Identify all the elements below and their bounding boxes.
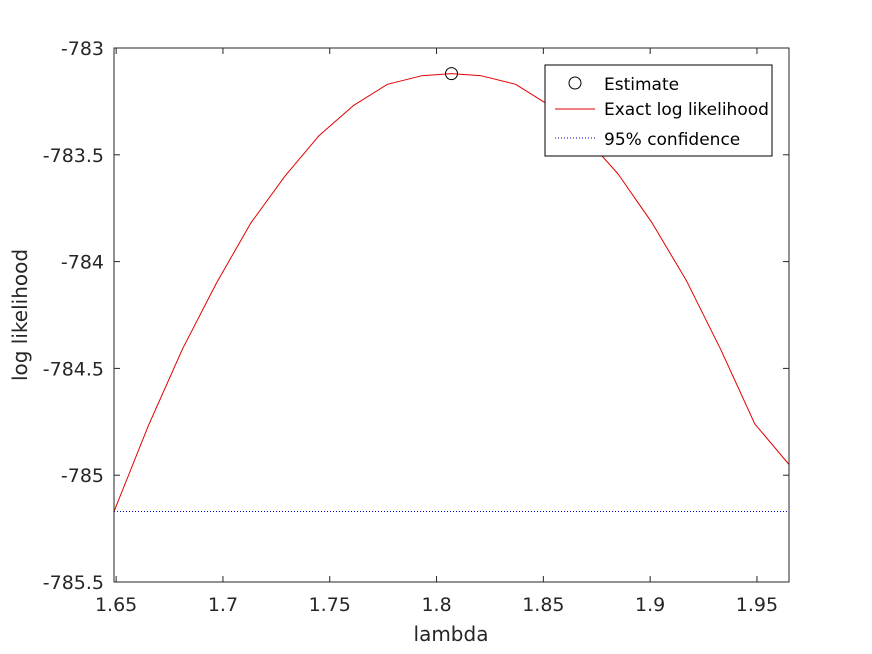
- x-tick-label: 1.65: [95, 594, 137, 616]
- y-axis-ticks: -783 -783.5 -784 -784.5 -785 -785.5: [43, 38, 789, 594]
- legend-box: [544, 64, 773, 157]
- x-tick-label: 1.7: [208, 594, 238, 616]
- y-tick-label: -784: [61, 252, 104, 274]
- x-tick-label: 1.9: [635, 594, 665, 616]
- y-tick-label: -783.5: [43, 145, 104, 167]
- y-tick-label: -784.5: [43, 358, 104, 380]
- legend-label-exact: Exact log likelihood: [604, 100, 769, 120]
- legend-label-estimate: Estimate: [604, 75, 679, 95]
- x-axis-label: lambda: [414, 622, 489, 646]
- legend: Estimate Exact log likelihood 95% confid…: [544, 64, 773, 157]
- x-tick-label: 1.95: [736, 594, 778, 616]
- y-tick-label: -785.5: [43, 572, 104, 594]
- axes-box: [113, 47, 790, 583]
- y-axis-label: log likelihood: [8, 249, 32, 381]
- legend-label-confidence: 95% confidence: [604, 130, 740, 150]
- x-tick-label: 1.85: [522, 594, 564, 616]
- x-tick-label: 1.8: [421, 594, 451, 616]
- y-tick-label: -783: [61, 38, 104, 60]
- y-tick-label: -785: [61, 465, 104, 487]
- log-likelihood-curve: [113, 73, 790, 512]
- legend-estimate-marker: [568, 76, 582, 90]
- x-axis-ticks: 1.65 1.7 1.75 1.8 1.85 1.9 1.95: [95, 48, 778, 616]
- x-tick-label: 1.75: [309, 594, 351, 616]
- estimate-marker: [445, 67, 458, 81]
